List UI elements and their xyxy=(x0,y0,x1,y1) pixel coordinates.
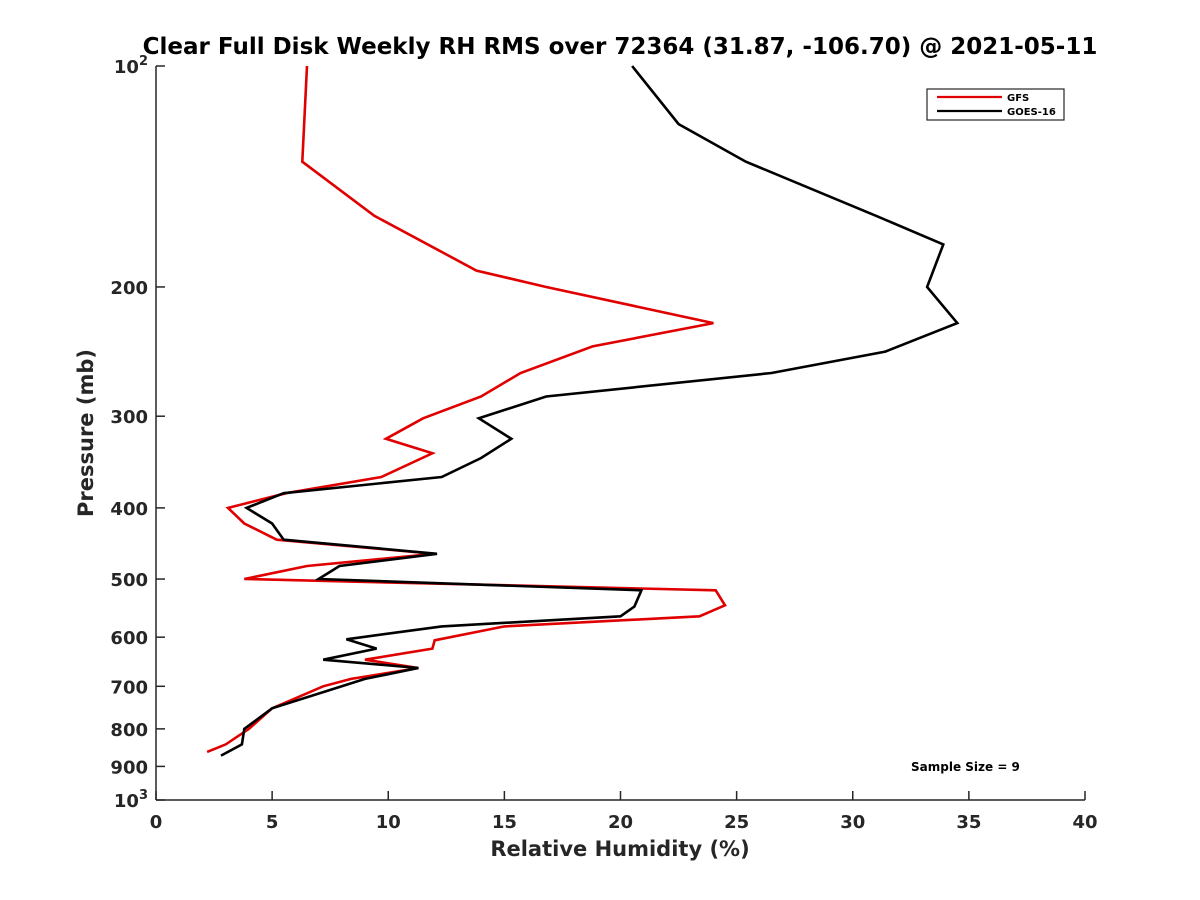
x-tick-label: 0 xyxy=(150,812,163,833)
legend: GFS GOES-16 xyxy=(926,88,1065,121)
axes xyxy=(155,66,1085,801)
y-tick-label: 300 xyxy=(110,407,148,428)
y-tick-label: 200 xyxy=(110,278,148,299)
series-line-gfs xyxy=(206,65,727,754)
x-tick-label: 10 xyxy=(376,812,401,833)
x-tick-label: 35 xyxy=(956,812,981,833)
y-tick-label: 103 xyxy=(114,788,148,812)
legend-box xyxy=(926,88,1065,121)
legend-label-gfs: GFS xyxy=(1007,93,1029,104)
y-tick-label: 700 xyxy=(110,677,148,698)
plot-lines xyxy=(206,65,960,757)
y-tick-label: 400 xyxy=(110,499,148,520)
series-line-goes16 xyxy=(220,65,960,757)
x-tick-label: 30 xyxy=(840,812,865,833)
y-tick-label: 900 xyxy=(110,757,148,778)
y-tick-label: 102 xyxy=(114,54,148,78)
legend-label-goes16: GOES-16 xyxy=(1007,107,1056,118)
x-tick-label: 15 xyxy=(492,812,517,833)
y-tick-label: 600 xyxy=(110,628,148,649)
y-ticks: 102 200 300 400 500 600 700 800 900 103 xyxy=(110,54,165,812)
x-tick-label: 25 xyxy=(724,812,749,833)
x-tick-label: 5 xyxy=(266,812,279,833)
x-axis-label: Relative Humidity (%) xyxy=(490,837,749,861)
sample-size-annotation: Sample Size = 9 xyxy=(911,760,1020,774)
y-tick-label: 500 xyxy=(110,570,148,591)
x-tick-label: 20 xyxy=(608,812,633,833)
x-ticks: 0 5 10 15 20 25 30 35 40 xyxy=(150,791,1098,833)
chart-title: Clear Full Disk Weekly RH RMS over 72364… xyxy=(143,34,1098,60)
y-axis-label: Pressure (mb) xyxy=(74,349,98,517)
y-tick-label: 800 xyxy=(110,720,148,741)
x-tick-label: 40 xyxy=(1072,812,1097,833)
